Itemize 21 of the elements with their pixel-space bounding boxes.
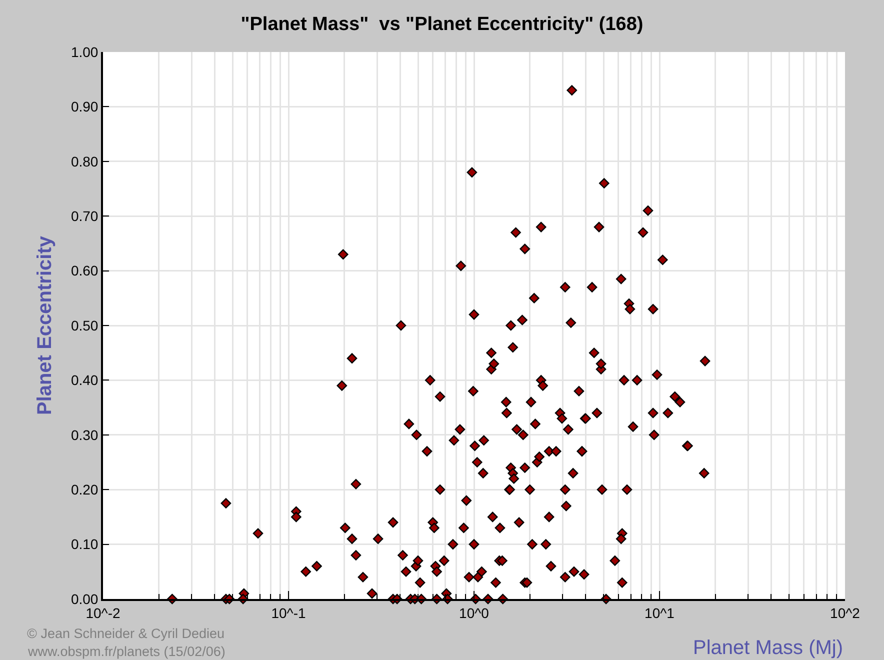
y-tick-label: 0.50: [70, 317, 98, 334]
y-tick-label: 0.40: [70, 372, 98, 388]
y-tick-label: 0.00: [70, 590, 98, 607]
y-axis-title: Planet Eccentricity: [34, 235, 56, 415]
x-tick-label: 10^1: [644, 604, 675, 621]
x-axis-title: Planet Mass (Mj): [693, 637, 844, 659]
y-tick-label: 0.20: [70, 482, 98, 498]
y-tick-label: 0.60: [70, 262, 98, 279]
x-tick-label: 10^-2: [86, 604, 121, 621]
y-tick-label: 0.30: [70, 426, 98, 443]
y-tick-label: 0.80: [70, 153, 98, 170]
y-tick-label: 1.00: [70, 44, 98, 60]
chart-title: "Planet Mass" vs "Planet Eccentricity" (168): [240, 14, 644, 35]
y-tick-label: 0.70: [70, 208, 98, 224]
x-tick-label: 10^2: [830, 604, 860, 621]
y-tick-label: 0.90: [70, 98, 98, 115]
text: www.obspm.fr/planets (15/02/06): [27, 644, 226, 659]
x-tick-label: 10^0: [459, 604, 490, 621]
text: © Jean Schneider & Cyril Dedieu: [27, 626, 225, 641]
y-tick-label: 0.10: [70, 536, 98, 552]
x-tick-label: 10^-1: [271, 604, 306, 621]
